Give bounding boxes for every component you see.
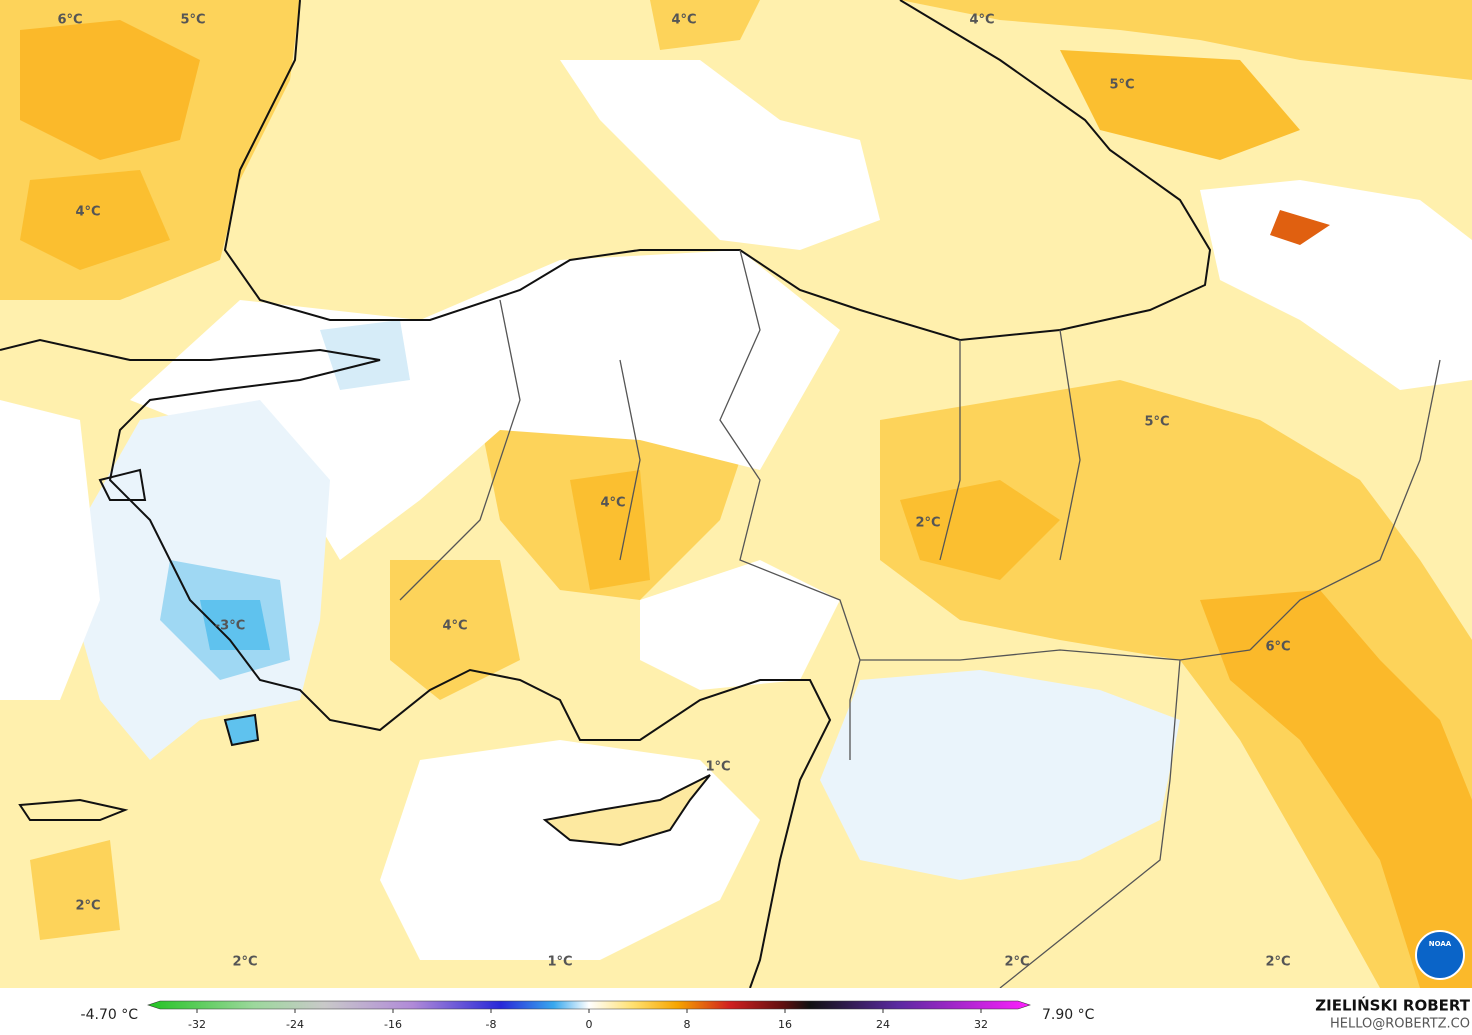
colorbar-tick-label: 0	[586, 1018, 593, 1031]
temperature-label: 5°C	[1109, 78, 1134, 93]
colorbar-tick-label: -16	[384, 1018, 402, 1031]
temperature-label: 6°C	[57, 13, 82, 28]
min-label: -4.70 °C	[81, 1007, 139, 1023]
temperature-label: 1°C	[547, 955, 572, 970]
temperature-label: 2°C	[915, 516, 940, 531]
island	[542, 774, 711, 847]
warm-area	[1060, 50, 1300, 160]
cool-area	[200, 600, 270, 650]
max-label: 7.90 °C	[1042, 1007, 1095, 1023]
temperature-label: 4°C	[75, 205, 100, 220]
temperature-label: 2°C	[1265, 955, 1290, 970]
warm-area	[900, 0, 1472, 80]
warm-area	[30, 840, 120, 940]
colorbar-tick-label: -8	[486, 1018, 497, 1031]
credit-name: ZIELIŃSKI ROBERT	[1315, 996, 1470, 1015]
temperature-label: 6°C	[1265, 640, 1290, 655]
neutral-area	[380, 740, 760, 960]
temperature-label: 4°C	[671, 13, 696, 28]
temperature-label: 2°C	[1004, 955, 1029, 970]
colorbar-tick-label: -32	[188, 1018, 206, 1031]
island	[18, 798, 129, 821]
warm-area	[650, 0, 760, 50]
logo-circle	[1415, 930, 1465, 980]
colorbar: -32 -24 -16 -8 0 8 16 24 32	[147, 1000, 1031, 1031]
warm-area	[900, 480, 1060, 580]
colorbar-tick-label: 32	[974, 1018, 988, 1031]
warm-area	[1200, 590, 1472, 988]
colorbar-tick-label: 16	[778, 1018, 792, 1031]
temperature-label: 5°C	[1144, 415, 1169, 430]
credit-contact: HELLO@ROBERTZ.CO	[1330, 1017, 1470, 1032]
warm-area	[20, 20, 200, 160]
footer	[0, 988, 1472, 1035]
neutral-area	[1200, 180, 1472, 390]
cool-area	[820, 670, 1180, 880]
temperature-label: 4°C	[442, 619, 467, 634]
temperature-label: -3°C	[215, 619, 245, 634]
colorbar-tick-label: -24	[286, 1018, 304, 1031]
warm-spot	[1270, 210, 1330, 245]
neutral-area	[640, 560, 840, 690]
temperature-label: 5°C	[180, 13, 205, 28]
temperature-label: 1°C	[705, 760, 730, 775]
neutral-area	[560, 60, 880, 250]
warm-area	[390, 560, 520, 700]
temperature-label: 4°C	[969, 13, 994, 28]
map-labels: 6°C 5°C 4°C 4°C 5°C 4°C 5°C 4°C 2°C 4°C -3°C 1°C 6°C…	[57, 13, 1290, 970]
temperature-label: 4°C	[600, 496, 625, 511]
border	[399, 249, 1441, 989]
cool-area	[320, 320, 410, 390]
logo-text: NOAA	[1429, 940, 1452, 948]
colorbar-tick-label: 24	[876, 1018, 890, 1031]
temperature-label: 2°C	[232, 955, 257, 970]
island	[98, 468, 147, 501]
colorbar-body	[147, 1000, 1031, 1010]
noaa-logo: NOAA	[1415, 930, 1465, 980]
colorbar-tick-label: 8	[684, 1018, 691, 1031]
map: 6°C 5°C 4°C 4°C 5°C 4°C 5°C 4°C 2°C 4°C -3°C 1°C 6°C…	[0, 0, 1472, 989]
warm-area	[20, 170, 170, 270]
neutral-area	[0, 400, 100, 700]
temperature-label: 2°C	[75, 899, 100, 914]
coastline	[0, 338, 832, 989]
island	[223, 713, 260, 747]
coastline	[223, 0, 1212, 342]
warm-area	[570, 470, 650, 590]
